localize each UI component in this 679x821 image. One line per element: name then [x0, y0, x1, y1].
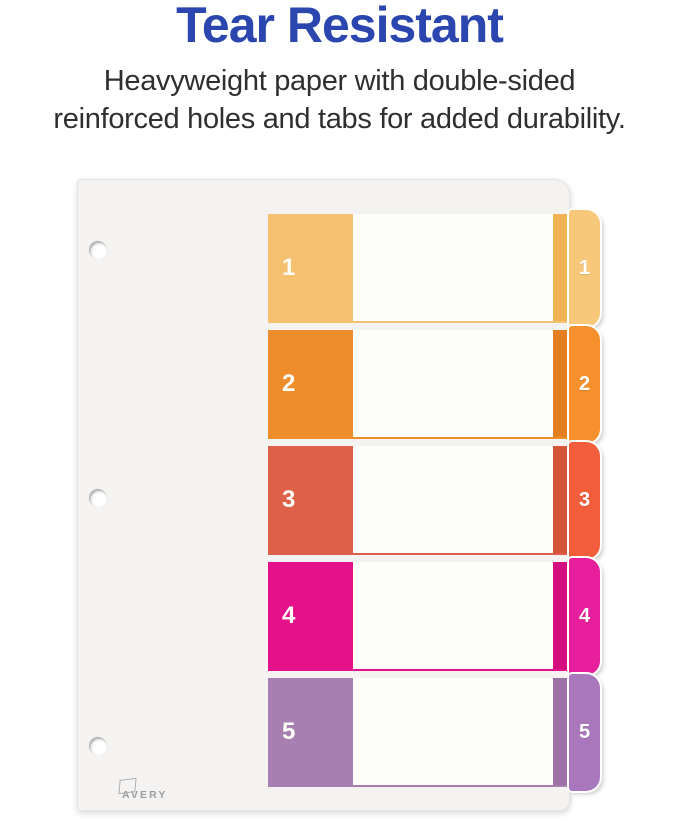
section-color-block-4: 4	[268, 562, 353, 669]
divider-row-4: 4	[268, 562, 571, 671]
tab-edge-strip-4	[553, 562, 568, 669]
divider-row-5: 5	[268, 678, 571, 787]
headline: Tear Resistant	[176, 0, 504, 53]
divider-sheet: 1 2 3 4 5	[77, 179, 600, 811]
divider-row-3: 3	[268, 446, 571, 555]
avery-logo-text: AVERY	[122, 789, 168, 801]
index-tab-4: 4	[569, 558, 600, 675]
section-label-area-4	[353, 562, 553, 669]
section-number-1: 1	[282, 253, 296, 281]
tab-number-5: 5	[578, 721, 591, 743]
divider-row-2: 2	[268, 330, 571, 439]
section-number-4: 4	[282, 601, 296, 629]
section-color-block-3: 3	[268, 446, 353, 553]
index-tab-3: 3	[569, 442, 600, 559]
divider-row-1: 1	[268, 214, 571, 323]
index-tab-2: 2	[569, 326, 600, 443]
tab-edge-strip-5	[553, 678, 568, 785]
avery-logo: AVERY	[118, 777, 168, 801]
tab-number-1: 1	[578, 257, 591, 279]
tab-edge-strip-1	[553, 214, 568, 321]
tab-edge-strip-3	[553, 446, 568, 553]
section-color-block-5: 5	[268, 678, 353, 785]
subheadline: Heavyweight paper with double-sided rein…	[0, 62, 679, 138]
binder-hole-bottom	[89, 737, 107, 755]
subheadline-line-1: Heavyweight paper with double-sided	[103, 65, 576, 97]
index-tab-1: 1	[569, 210, 600, 327]
index-tab-5: 5	[569, 674, 600, 791]
section-label-area-2	[353, 330, 553, 437]
tab-number-2: 2	[578, 373, 591, 395]
subheadline-line-2: reinforced holes and tabs for added dura…	[53, 103, 626, 135]
section-label-area-3	[353, 446, 553, 553]
tab-number-4: 4	[578, 605, 591, 627]
tab-edge-strip-2	[553, 330, 568, 437]
section-label-area-1	[353, 214, 553, 321]
section-number-3: 3	[282, 485, 296, 513]
section-color-block-1: 1	[268, 214, 353, 321]
binder-hole-middle	[89, 489, 107, 507]
section-color-block-2: 2	[268, 330, 353, 437]
binder-hole-top	[89, 241, 107, 259]
avery-logo-mark-icon	[118, 777, 137, 795]
section-number-2: 2	[282, 369, 296, 397]
section-number-5: 5	[282, 717, 296, 745]
section-label-area-5	[353, 678, 553, 785]
tab-number-3: 3	[578, 489, 591, 511]
